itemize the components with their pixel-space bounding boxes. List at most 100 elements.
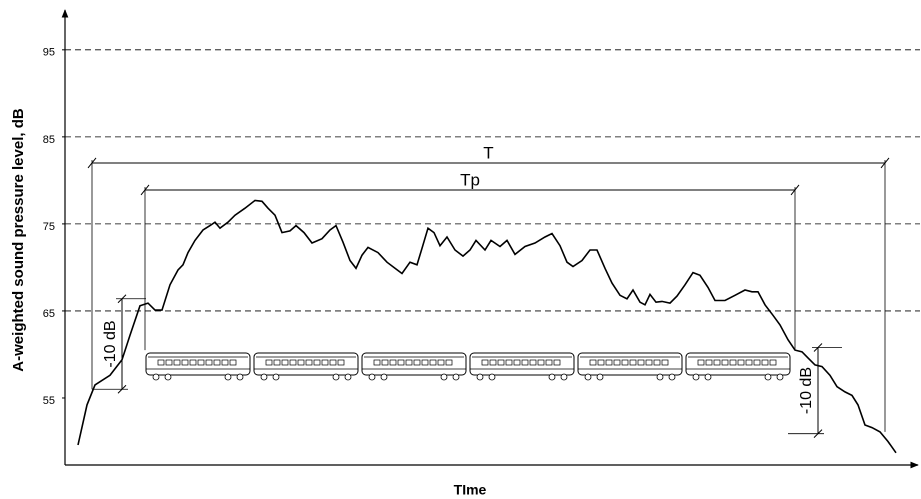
train-window — [645, 359, 653, 366]
train-wheel — [704, 373, 712, 381]
train-wheel — [584, 373, 592, 381]
train-wheel — [764, 373, 772, 381]
train-window — [297, 359, 305, 366]
y-tick-label: 85 — [43, 134, 55, 146]
y-axis-label: A-weighted sound pressure level, dB — [10, 108, 27, 372]
train-window — [597, 359, 605, 366]
train-wheel — [272, 373, 280, 381]
train-window — [729, 359, 737, 366]
train-window — [397, 359, 405, 366]
train-window — [421, 359, 429, 366]
train-window — [637, 359, 645, 366]
train-wheel — [776, 373, 784, 381]
train-window — [497, 359, 505, 366]
y-tick-label: 95 — [43, 47, 55, 59]
train-wheel — [152, 373, 160, 381]
train-window — [313, 359, 321, 366]
train-window — [753, 359, 761, 366]
train-window — [769, 359, 777, 366]
level-tick — [117, 384, 127, 394]
train-window — [505, 359, 513, 366]
train-window — [605, 359, 613, 366]
train-window — [613, 359, 621, 366]
train-wheel — [596, 373, 604, 381]
train-window — [197, 359, 205, 366]
train-window — [165, 359, 173, 366]
train-wheel — [488, 373, 496, 381]
level-label: -10 dB — [102, 320, 119, 367]
train-window — [481, 359, 489, 366]
train-window — [545, 359, 553, 366]
train-window — [289, 359, 297, 366]
train-wheel — [344, 373, 352, 381]
level-curve — [77, 199, 897, 454]
train-wheel — [260, 373, 268, 381]
train-window — [745, 359, 753, 366]
level-tick — [117, 294, 127, 304]
train-window — [281, 359, 289, 366]
y-tick-label: 65 — [43, 308, 55, 320]
span-end-tick — [140, 184, 150, 196]
train-window — [173, 359, 181, 366]
train-wheel — [332, 373, 340, 381]
train-window — [513, 359, 521, 366]
train-window — [205, 359, 213, 366]
x-axis-label: TIme — [454, 482, 487, 498]
train-window — [429, 359, 437, 366]
train-wheel — [476, 373, 484, 381]
train-window — [529, 359, 537, 366]
train-window — [521, 359, 529, 366]
train-window — [589, 359, 597, 366]
train-window — [273, 359, 281, 366]
train-wheel — [692, 373, 700, 381]
train-wheel — [452, 373, 460, 381]
train-window — [437, 359, 445, 366]
train-window — [661, 359, 669, 366]
train-window — [265, 359, 273, 366]
span-end-tick — [87, 157, 97, 169]
span-label: T — [483, 143, 493, 162]
train-window — [761, 359, 769, 366]
train-wheel — [236, 373, 244, 381]
level-label: -10 dB — [798, 367, 815, 414]
train-window — [157, 359, 165, 366]
train-window — [321, 359, 329, 366]
y-tick-label: 55 — [43, 395, 55, 407]
train-window — [629, 359, 637, 366]
span-end-tick — [790, 184, 800, 196]
train-wheel — [164, 373, 172, 381]
train-wheel — [440, 373, 448, 381]
train-window — [413, 359, 421, 366]
train-window — [229, 359, 237, 366]
train-window — [553, 359, 561, 366]
train-wheel — [656, 373, 664, 381]
train-window — [697, 359, 705, 366]
train-window — [621, 359, 629, 366]
y-tick-label: 75 — [43, 221, 55, 233]
train-window — [405, 359, 413, 366]
train-window — [705, 359, 713, 366]
level-tick — [813, 429, 823, 439]
train-window — [305, 359, 313, 366]
train-window — [653, 359, 661, 366]
train-wheel — [368, 373, 376, 381]
train-wheel — [668, 373, 676, 381]
train-wheel — [548, 373, 556, 381]
train-window — [329, 359, 337, 366]
train-wheel — [224, 373, 232, 381]
train-window — [213, 359, 221, 366]
train-window — [337, 359, 345, 366]
train-window — [381, 359, 389, 366]
train-window — [713, 359, 721, 366]
train-window — [737, 359, 745, 366]
train-window — [721, 359, 729, 366]
span-end-tick — [880, 157, 890, 169]
span-label: Tp — [460, 170, 480, 189]
level-tick — [813, 343, 823, 352]
train-wheel — [380, 373, 388, 381]
train-illustration — [145, 352, 791, 381]
train-window — [537, 359, 545, 366]
train-window — [181, 359, 189, 366]
train-window — [189, 359, 197, 366]
